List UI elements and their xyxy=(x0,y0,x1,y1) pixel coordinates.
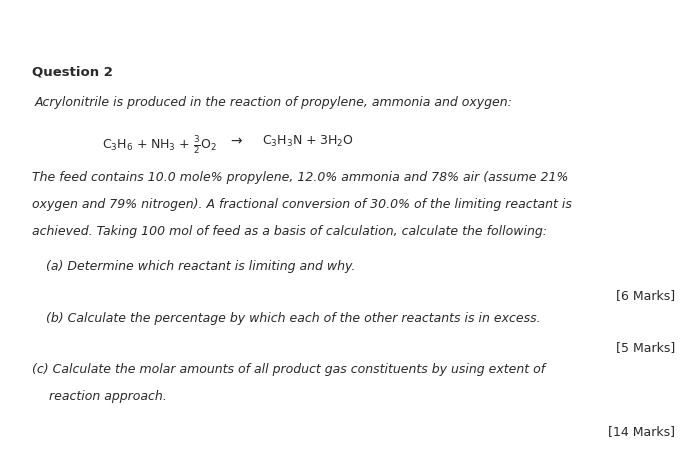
Text: (a) Determine which reactant is limiting and why.: (a) Determine which reactant is limiting… xyxy=(46,260,355,273)
Text: (c) Calculate the molar amounts of all product gas constituents by using extent : (c) Calculate the molar amounts of all p… xyxy=(32,363,545,377)
Text: C$_3$H$_6$ + NH$_3$ + $\mathregular{\frac{3}{2}}$O$_2$: C$_3$H$_6$ + NH$_3$ + $\mathregular{\fra… xyxy=(102,134,217,156)
Text: $\rightarrow$: $\rightarrow$ xyxy=(228,134,243,148)
Text: [14 Marks]: [14 Marks] xyxy=(608,425,676,439)
Text: [5 Marks]: [5 Marks] xyxy=(616,340,676,354)
Text: Question 2: Question 2 xyxy=(32,65,113,78)
Text: achieved. Taking 100 mol of feed as a basis of calculation, calculate the follow: achieved. Taking 100 mol of feed as a ba… xyxy=(32,225,547,238)
Text: The feed contains 10.0 mole% propylene, 12.0% ammonia and 78% air (assume 21%: The feed contains 10.0 mole% propylene, … xyxy=(32,171,568,184)
Text: C$_3$H$_3$N + 3H$_2$O: C$_3$H$_3$N + 3H$_2$O xyxy=(262,134,354,149)
Text: reaction approach.: reaction approach. xyxy=(49,390,167,403)
Text: Acrylonitrile is produced in the reaction of propylene, ammonia and oxygen:: Acrylonitrile is produced in the reactio… xyxy=(35,97,513,109)
Text: oxygen and 79% nitrogen). A fractional conversion of 30.0% of the limiting react: oxygen and 79% nitrogen). A fractional c… xyxy=(32,198,571,211)
Text: (b) Calculate the percentage by which each of the other reactants is in excess.: (b) Calculate the percentage by which ea… xyxy=(46,312,540,325)
Text: [6 Marks]: [6 Marks] xyxy=(617,289,676,302)
